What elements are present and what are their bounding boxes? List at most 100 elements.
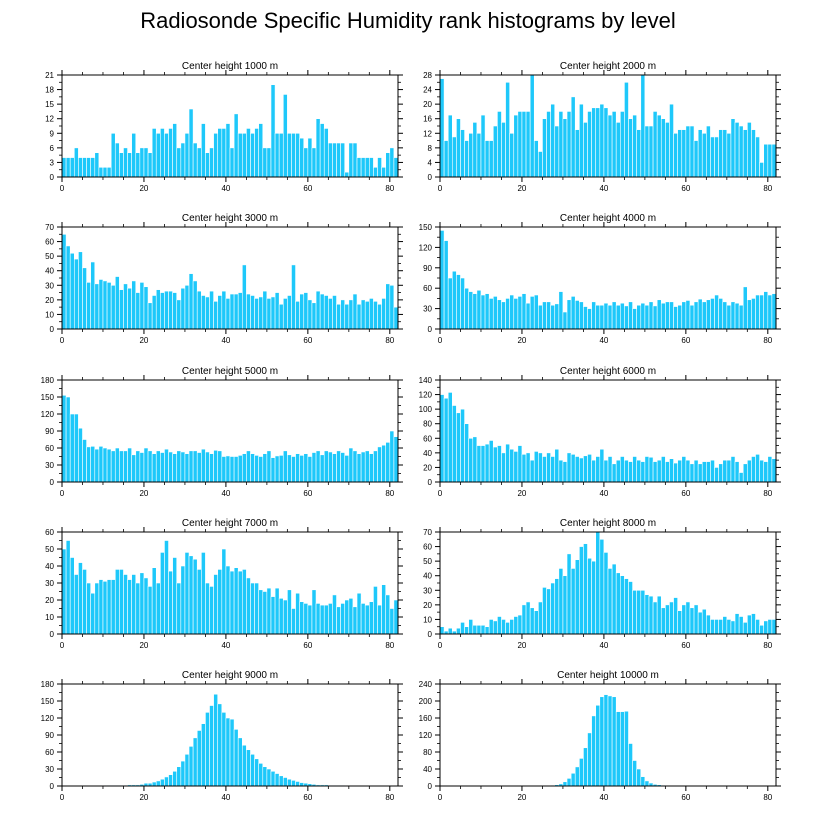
histogram-bar — [497, 445, 502, 483]
histogram-bar — [184, 284, 190, 330]
histogram-bar — [603, 694, 609, 787]
histogram-bar — [311, 452, 317, 483]
histogram-bar — [730, 456, 736, 483]
histogram-bar — [131, 280, 137, 330]
histogram-bar — [266, 587, 272, 635]
histogram-bar — [747, 122, 752, 178]
histogram-bar — [615, 572, 621, 635]
histogram-bar — [579, 457, 584, 483]
histogram-bar — [155, 582, 161, 635]
panel-title: Center height 6000 m — [560, 366, 656, 377]
histogram-bar — [352, 450, 358, 483]
y-tick-label: 20 — [423, 601, 432, 610]
histogram-bar — [73, 147, 79, 178]
histogram-bar — [464, 626, 469, 635]
histogram-bar — [319, 604, 325, 635]
histogram-bar — [771, 143, 777, 178]
histogram-bar — [168, 290, 173, 330]
histogram-bar — [278, 132, 284, 178]
histogram-bar — [771, 293, 777, 330]
histogram-bar — [102, 447, 108, 483]
histogram-bar — [303, 603, 309, 635]
histogram-bar — [172, 292, 178, 330]
histogram-bar — [168, 774, 173, 787]
histogram-bar — [94, 152, 100, 178]
y-tick-label: 24 — [423, 86, 432, 95]
histogram-bar — [258, 456, 264, 483]
y-tick-label: 0 — [428, 782, 433, 791]
x-tick-label: 40 — [599, 184, 608, 193]
histogram-bar — [221, 456, 227, 483]
histogram-bar — [299, 782, 305, 787]
histogram-bar — [65, 396, 71, 483]
histogram-bar — [726, 132, 732, 178]
histogram-bar — [377, 446, 382, 483]
histogram-bar — [119, 569, 124, 635]
histogram-bar — [205, 712, 210, 787]
histogram-bar — [759, 459, 765, 483]
histogram-bar — [110, 284, 116, 330]
histogram-bar — [542, 587, 547, 635]
histogram-bar — [168, 451, 173, 483]
histogram-bar — [751, 298, 756, 330]
histogram-bar — [648, 301, 654, 330]
histogram-bar — [644, 780, 650, 787]
histogram-bar — [127, 287, 132, 330]
histogram-bar — [460, 408, 465, 483]
histogram-bar — [484, 626, 490, 635]
histogram-bar — [730, 620, 736, 635]
histogram-bar — [176, 582, 182, 635]
y-tick-label: 50 — [423, 557, 432, 566]
histogram-bar — [114, 447, 120, 483]
histogram-bar — [640, 589, 646, 635]
histogram-bar — [456, 274, 461, 330]
histogram-bar — [771, 619, 777, 635]
histogram-bar — [513, 616, 519, 635]
x-tick-label: 40 — [221, 184, 230, 193]
histogram-bar — [583, 747, 588, 787]
histogram-bar — [98, 445, 104, 483]
histogram-bar — [299, 601, 305, 635]
histogram-bar — [209, 453, 214, 483]
histogram-bar — [98, 166, 104, 178]
histogram-bar — [599, 448, 605, 483]
histogram-bar — [143, 577, 149, 635]
panel-title: Center height 5000 m — [182, 366, 278, 377]
x-tick-label: 0 — [60, 184, 65, 193]
histogram-bar — [505, 298, 510, 330]
histogram-bar — [599, 304, 605, 330]
histogram-bar — [201, 723, 206, 787]
histogram-bar — [94, 582, 100, 635]
histogram-bar — [287, 132, 292, 178]
histogram-bar — [323, 450, 329, 483]
histogram-bar — [229, 570, 235, 635]
histogram-bar — [364, 450, 370, 483]
histogram-bar — [192, 737, 198, 787]
histogram-bar — [348, 142, 354, 178]
histogram-bar — [476, 445, 482, 483]
histogram-bar — [131, 132, 137, 178]
histogram-bar — [464, 287, 469, 330]
histogram-bar — [660, 456, 666, 483]
histogram-bar — [591, 715, 597, 787]
histogram-bar — [303, 453, 309, 483]
histogram-bar — [356, 592, 362, 635]
y-tick-label: 50 — [45, 545, 54, 554]
histogram-bar — [685, 601, 691, 635]
histogram-bar — [262, 290, 268, 330]
histogram-bar — [669, 458, 674, 483]
histogram-bar — [607, 568, 613, 635]
histogram-bar — [554, 448, 560, 483]
histogram-bar — [677, 610, 683, 635]
histogram-bar — [295, 132, 300, 178]
histogram-bar — [250, 753, 255, 787]
histogram-bar — [738, 616, 744, 635]
histogram-bar — [591, 301, 597, 330]
histogram-bar — [710, 136, 715, 178]
histogram-bar — [278, 455, 284, 483]
histogram-bar — [147, 586, 153, 635]
histogram-bar — [566, 299, 572, 330]
histogram-bar — [624, 578, 629, 635]
histogram-bar — [730, 118, 736, 178]
